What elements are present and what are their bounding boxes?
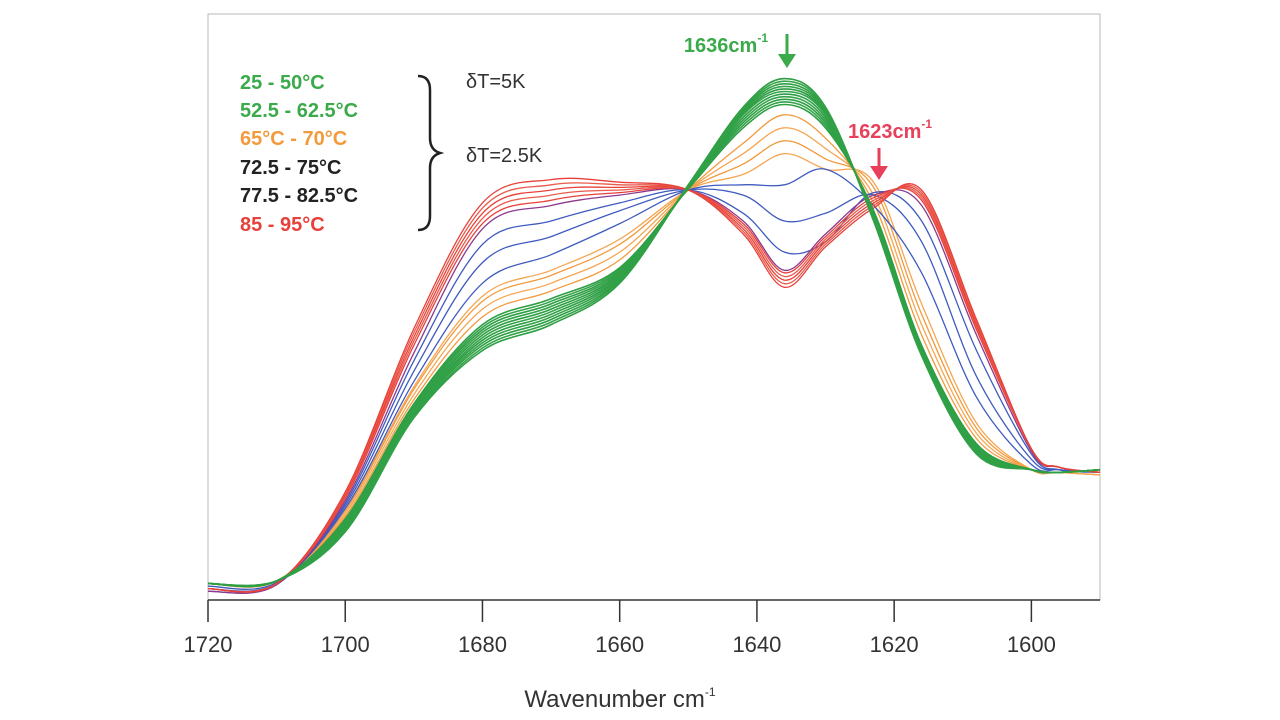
spectrum-line-62-5c — [207, 103, 1101, 588]
legend-entry: 72.5 - 75°C — [240, 157, 341, 179]
peak-annotation-1623: 1623cm-1 — [848, 117, 932, 180]
peak-label-1636-main: 1636cm — [684, 35, 757, 57]
spectrum-line-90c — [207, 185, 1101, 593]
spectrum-line-85c — [207, 187, 1101, 593]
legend-entry: 65°C - 70°C — [240, 128, 347, 150]
down-arrow-icon — [778, 34, 796, 68]
peak-label-1636-superscript: -1 — [757, 31, 768, 45]
series-layer — [207, 77, 1101, 594]
peak-label-1636: 1636cm-1 — [684, 31, 768, 57]
x-axis-label: Wavenumber cm-1 — [524, 685, 715, 713]
spectrum-line-72-5c — [207, 153, 1101, 588]
x-tick-label-1640: 1640 — [732, 632, 781, 657]
down-arrow-icon — [870, 148, 888, 180]
x-axis-label-main: Wavenumber cm — [524, 686, 705, 713]
peak-label-1623-main: 1623cm — [848, 121, 921, 143]
legend-entry: 25 - 50°C — [240, 72, 325, 94]
spectrum-line-70c — [207, 140, 1101, 588]
legend-entry: 85 - 95°C — [240, 214, 325, 236]
peak-label-1623-superscript: -1 — [921, 117, 932, 131]
spectrum-line-77-5c — [207, 188, 1101, 592]
x-tick-layer: 1720 1700 1680 1660 1640 1620 1600 — [184, 600, 1056, 657]
legend-brace — [417, 74, 445, 232]
step-label-2-5k: δT=2.5K — [466, 145, 543, 167]
spectrum-line-92-5c — [207, 182, 1101, 593]
spectrum-line-87-5c — [207, 186, 1101, 593]
spectrum-line-80c — [207, 189, 1101, 594]
x-tick-label-1620: 1620 — [870, 632, 919, 657]
legend: 25 - 50°C 52.5 - 62.5°C 65°C - 70°C 72.5… — [240, 71, 543, 236]
x-tick-label-1660: 1660 — [595, 632, 644, 657]
x-tick-label-1700: 1700 — [321, 632, 370, 657]
peak-annotation-1636: 1636cm-1 — [684, 31, 796, 68]
peak-label-1623: 1623cm-1 — [848, 117, 932, 143]
spectrum-line-75c — [207, 168, 1101, 590]
spectrum-line-82-5c — [207, 187, 1101, 594]
x-axis-label-superscript: -1 — [705, 685, 716, 699]
spectrum-line-95c — [207, 177, 1101, 593]
x-tick-label-1600: 1600 — [1007, 632, 1056, 657]
legend-entry: 52.5 - 62.5°C — [240, 100, 358, 122]
x-tick-label-1680: 1680 — [458, 632, 507, 657]
legend-entry: 77.5 - 82.5°C — [240, 185, 358, 207]
x-tick-label-1720: 1720 — [184, 632, 233, 657]
spectrum-line-67-5c — [207, 127, 1101, 588]
step-label-5k: δT=5K — [466, 71, 526, 93]
spectrum-line-65c — [207, 114, 1101, 588]
